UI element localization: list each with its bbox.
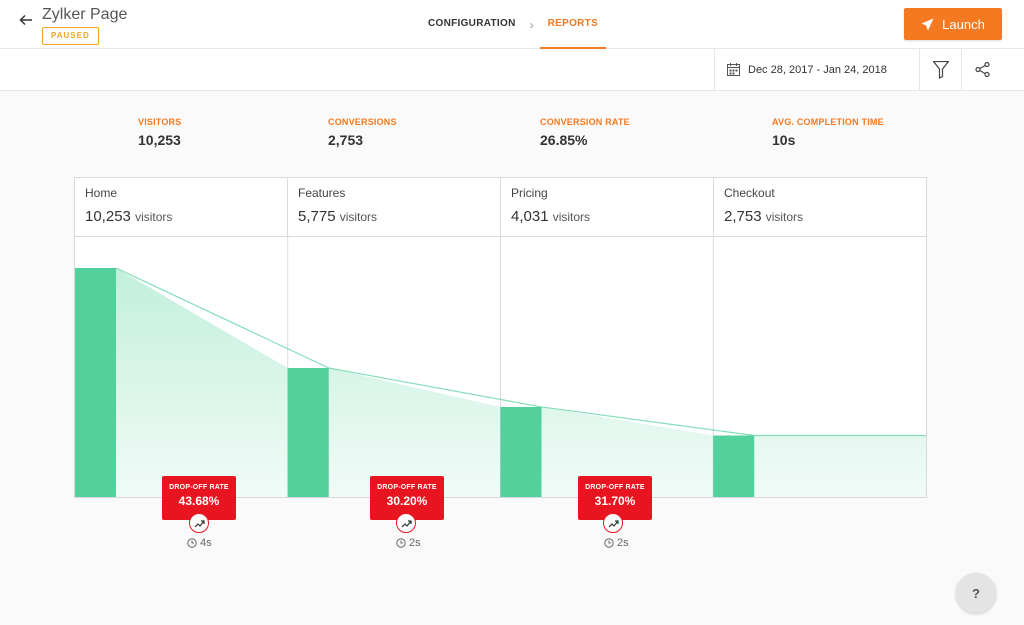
funnel-bar-pricing[interactable] [500, 406, 542, 497]
metric-label: AVG. COMPLETION TIME [772, 117, 884, 127]
metric-value: 26.85% [540, 132, 588, 148]
back-button[interactable] [16, 10, 36, 30]
trend-up-icon [194, 519, 205, 527]
tab-configuration[interactable]: CONFIGURATION [428, 18, 516, 29]
step-name: Home [85, 186, 118, 200]
trend-up-icon [401, 519, 412, 527]
filter-icon [932, 60, 949, 79]
help-button[interactable]: ? [956, 573, 996, 613]
date-range-label: Dec 28, 2017 - Jan 24, 2018 [748, 63, 887, 76]
step-time-value: 4s [200, 537, 212, 549]
metric-value: 10s [772, 132, 796, 148]
step-name: Features [298, 186, 346, 200]
dropoff-label: DROP-OFF RATE [585, 484, 645, 491]
clock-icon [604, 538, 614, 548]
send-icon [921, 18, 934, 30]
clock-icon [396, 538, 406, 548]
calendar-icon [727, 63, 740, 76]
funnel-bar-checkout[interactable] [713, 435, 755, 497]
filter-button[interactable] [919, 49, 961, 90]
metric-label: VISITORS [138, 117, 182, 127]
dropoff-trend-button[interactable] [396, 513, 416, 533]
step-count-unit: visitors [135, 210, 173, 224]
metric-label: CONVERSIONS [328, 117, 397, 127]
step-count-unit: visitors [339, 210, 378, 224]
dropoff-label: DROP-OFF RATE [377, 484, 437, 491]
dropoff-value: 30.20% [386, 494, 428, 508]
metric-value: 10,253 [138, 132, 181, 148]
metric-conversions: CONVERSIONS 2,753 [328, 117, 397, 148]
dropoff-value: 43.68% [178, 494, 220, 508]
step-time: 2s [604, 537, 629, 549]
status-badge: PAUSED [42, 27, 99, 45]
step-count: 5,775 [298, 208, 336, 225]
launch-button[interactable]: Launch [904, 8, 1002, 40]
step-count-unit: visitors [552, 210, 591, 224]
trend-up-icon [608, 519, 619, 527]
date-range-picker[interactable]: Dec 28, 2017 - Jan 24, 2018 [714, 49, 919, 90]
dropoff-label: DROP-OFF RATE [169, 484, 229, 491]
clock-icon [187, 538, 197, 548]
dropoff-badge: DROP-OFF RATE 43.68% [162, 476, 236, 520]
dropoff-value: 31.70% [594, 494, 636, 508]
funnel-plot [75, 237, 926, 497]
step-name: Checkout [724, 186, 775, 200]
dropoff-trend-button[interactable] [189, 513, 209, 533]
tab-bar: CONFIGURATION › REPORTS [420, 0, 607, 49]
share-icon [975, 62, 990, 77]
report-toolbar: Dec 28, 2017 - Jan 24, 2018 [0, 49, 1024, 91]
step-count: 10,253 [85, 208, 131, 225]
funnel-bar-features[interactable] [287, 368, 329, 497]
step-name: Pricing [511, 186, 548, 200]
step-time: 4s [187, 537, 212, 549]
metric-avg-completion-time: AVG. COMPLETION TIME 10s [772, 117, 884, 148]
funnel-steps-header: Home 10,253 visitors Features 5,775 visi… [75, 178, 926, 237]
metric-conversion-rate: CONVERSION RATE 26.85% [540, 117, 630, 148]
metric-label: CONVERSION RATE [540, 117, 630, 127]
dropoff-trend-button[interactable] [603, 513, 623, 533]
tab-reports[interactable]: REPORTS [539, 0, 607, 49]
dropoff-badge: DROP-OFF RATE 30.20% [370, 476, 444, 520]
metric-visitors: VISITORS 10,253 [138, 117, 181, 148]
metric-value: 2,753 [328, 132, 364, 148]
top-bar: Zylker Page PAUSED CONFIGURATION › REPOR… [0, 0, 1024, 49]
step-count: 2,753 [724, 208, 762, 225]
share-button[interactable] [961, 49, 1003, 90]
launch-button-label: Launch [942, 16, 985, 32]
step-time: 2s [396, 537, 421, 549]
page-title: Zylker Page [42, 6, 128, 23]
funnel-step-checkout[interactable]: Checkout 2,753 visitors [714, 178, 926, 236]
chevron-right-icon: › [529, 17, 534, 32]
funnel-step-features[interactable]: Features 5,775 visitors [288, 178, 501, 236]
step-count-unit: visitors [765, 210, 804, 224]
funnel-bar-home[interactable] [75, 268, 116, 497]
funnel-step-pricing[interactable]: Pricing 4,031 visitors [501, 178, 714, 236]
dropoff-badge: DROP-OFF RATE 31.70% [578, 476, 652, 520]
arrow-left-icon [19, 14, 32, 26]
funnel-chart: Home 10,253 visitors Features 5,775 visi… [74, 177, 927, 498]
funnel-step-home[interactable]: Home 10,253 visitors [75, 178, 288, 236]
step-time-value: 2s [409, 537, 421, 549]
step-count: 4,031 [511, 208, 549, 225]
step-time-value: 2s [617, 537, 629, 549]
